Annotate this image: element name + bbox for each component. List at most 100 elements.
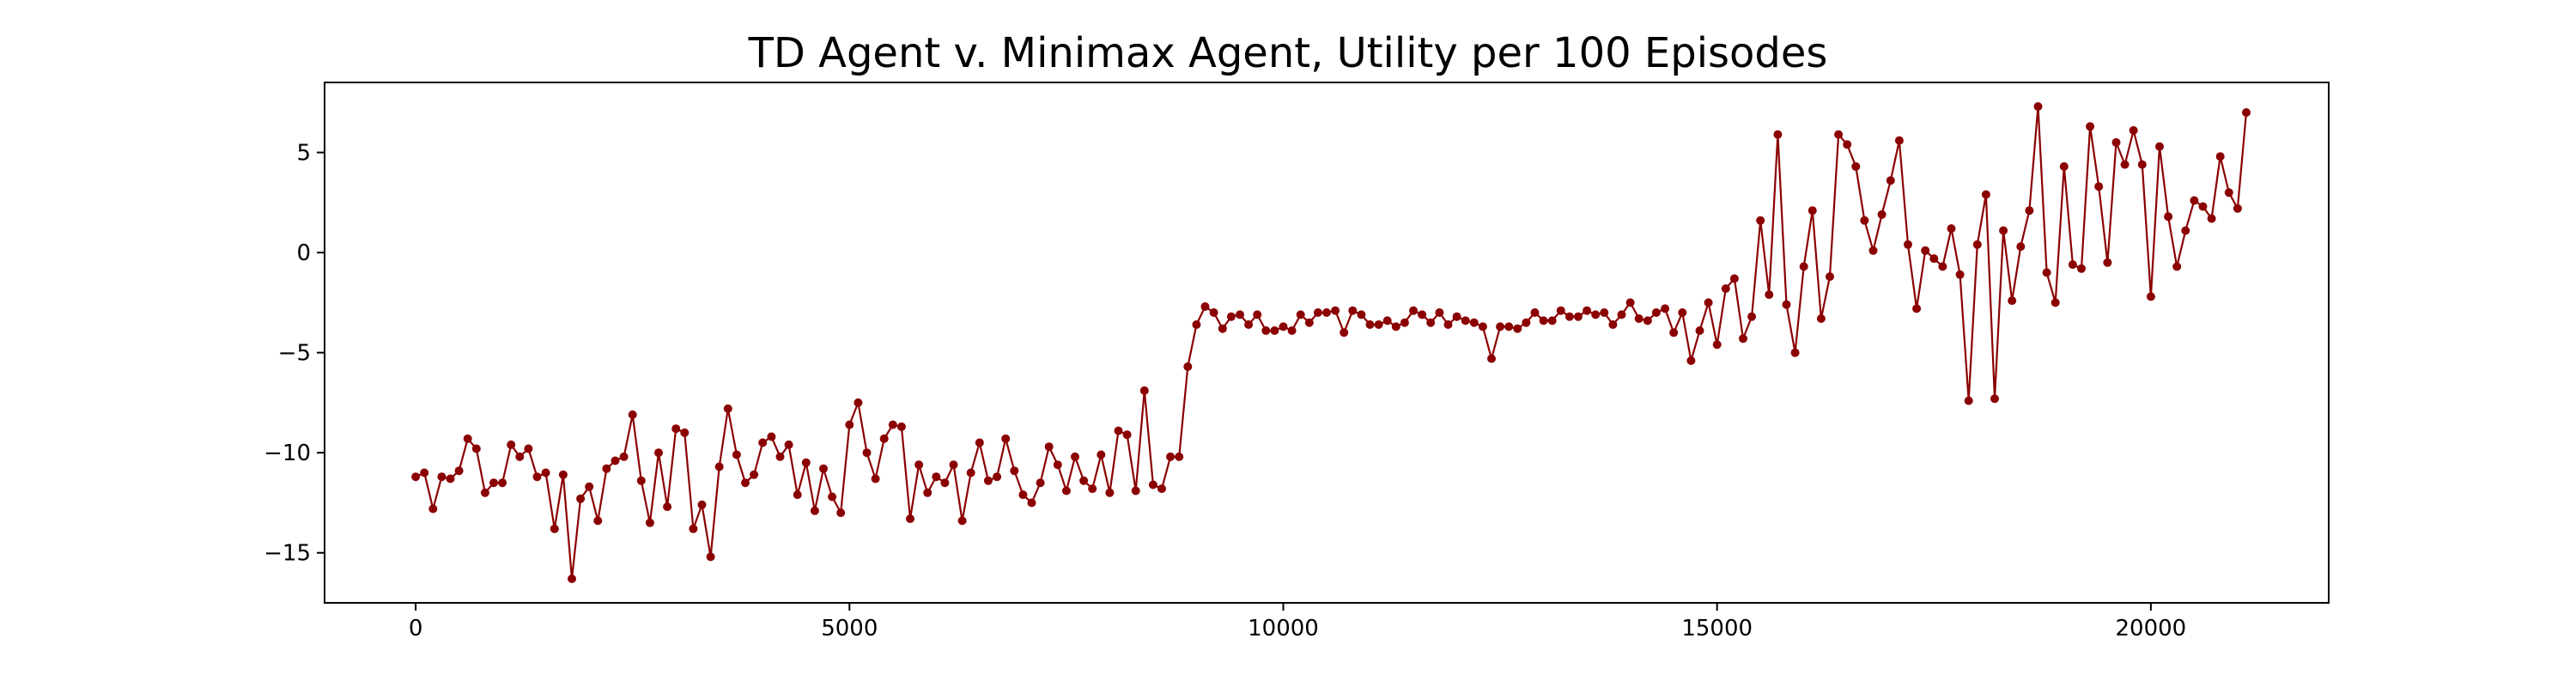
data-point	[1244, 320, 1254, 329]
data-point	[1218, 324, 1227, 333]
data-point	[489, 478, 498, 488]
data-point	[1391, 322, 1400, 331]
data-point	[1409, 306, 1418, 315]
data-point	[454, 466, 464, 476]
data-point	[1253, 310, 1262, 319]
data-point	[2207, 214, 2216, 223]
data-point	[2111, 137, 2121, 147]
data-point	[541, 468, 550, 477]
data-point	[1617, 310, 1626, 319]
data-point	[1547, 316, 1557, 325]
data-point	[1625, 298, 1635, 307]
data-point	[1270, 326, 1279, 335]
data-point	[2181, 226, 2190, 235]
data-point	[636, 476, 646, 485]
data-point	[2233, 204, 2242, 213]
data-point	[1374, 320, 1383, 329]
data-point	[1044, 442, 1054, 452]
y-tick-label: 5	[296, 141, 311, 167]
data-point	[1591, 310, 1601, 319]
data-point	[801, 458, 811, 467]
data-point	[1886, 176, 1895, 185]
data-point	[671, 424, 681, 434]
data-point	[515, 452, 525, 461]
data-point	[2129, 125, 2138, 135]
data-point	[1790, 348, 1800, 357]
data-point	[2059, 161, 2069, 171]
data-point	[854, 398, 863, 407]
data-point	[767, 432, 776, 441]
data-point	[2025, 206, 2034, 216]
data-point	[1947, 224, 1956, 234]
data-point	[871, 474, 880, 483]
data-point	[1296, 310, 1305, 319]
data-point	[1122, 430, 1132, 440]
data-point	[1036, 478, 1045, 488]
data-point	[1807, 206, 1817, 216]
data-point	[1443, 320, 1453, 329]
data-point	[2068, 260, 2077, 270]
data-point	[1114, 426, 1123, 435]
data-point	[758, 438, 768, 447]
data-point	[1313, 308, 1322, 317]
data-point	[2016, 242, 2026, 252]
data-point	[480, 488, 489, 497]
data-point	[1747, 312, 1757, 321]
data-point	[1461, 316, 1470, 325]
data-point	[879, 434, 889, 443]
data-point	[1061, 486, 1071, 495]
data-point	[1851, 161, 1861, 171]
data-point	[993, 472, 1002, 482]
y-tick-label: −5	[278, 341, 311, 367]
data-point	[1739, 334, 1747, 344]
data-point	[1348, 306, 1358, 315]
data-point	[983, 476, 993, 485]
x-tick-label: 10000	[1248, 616, 1319, 641]
data-point	[932, 472, 941, 482]
data-point	[1496, 322, 1505, 331]
data-point	[663, 502, 672, 512]
data-point	[2103, 258, 2112, 267]
data-point	[1452, 312, 1461, 321]
data-point	[2242, 108, 2251, 117]
data-point	[1071, 452, 1079, 461]
data-point	[2050, 298, 2060, 307]
data-point	[619, 452, 629, 461]
data-point	[1200, 302, 1210, 311]
data-point	[1634, 314, 1643, 323]
data-point	[2086, 122, 2095, 131]
data-point	[1556, 306, 1565, 315]
data-point	[558, 470, 568, 479]
data-point	[680, 428, 690, 437]
data-point	[1331, 306, 1340, 315]
data-point	[2042, 268, 2051, 277]
data-point	[1530, 308, 1540, 317]
data-point	[1261, 326, 1271, 335]
data-point	[1990, 394, 1999, 404]
data-point	[697, 500, 707, 509]
data-point	[593, 516, 603, 526]
data-point	[1583, 306, 1592, 315]
data-point	[1236, 310, 1244, 319]
data-point	[1418, 310, 1427, 319]
data-point	[1166, 452, 1176, 461]
data-point	[1826, 272, 1834, 282]
data-point	[1539, 316, 1548, 325]
y-tick-label: −15	[264, 541, 311, 567]
data-point	[2155, 142, 2164, 151]
data-point	[1139, 386, 1149, 395]
data-point	[420, 468, 429, 477]
data-point	[1686, 356, 1696, 365]
data-point	[1400, 318, 1409, 327]
data-point	[1938, 262, 1947, 271]
data-point	[602, 464, 611, 473]
series-group	[411, 102, 2251, 583]
data-point	[471, 444, 481, 453]
data-point	[819, 464, 828, 473]
data-point	[1209, 308, 1218, 317]
data-point	[576, 494, 586, 503]
data-point	[2146, 292, 2155, 301]
data-point	[1131, 486, 1140, 495]
data-point	[1799, 262, 1808, 271]
data-point	[1226, 312, 1236, 321]
